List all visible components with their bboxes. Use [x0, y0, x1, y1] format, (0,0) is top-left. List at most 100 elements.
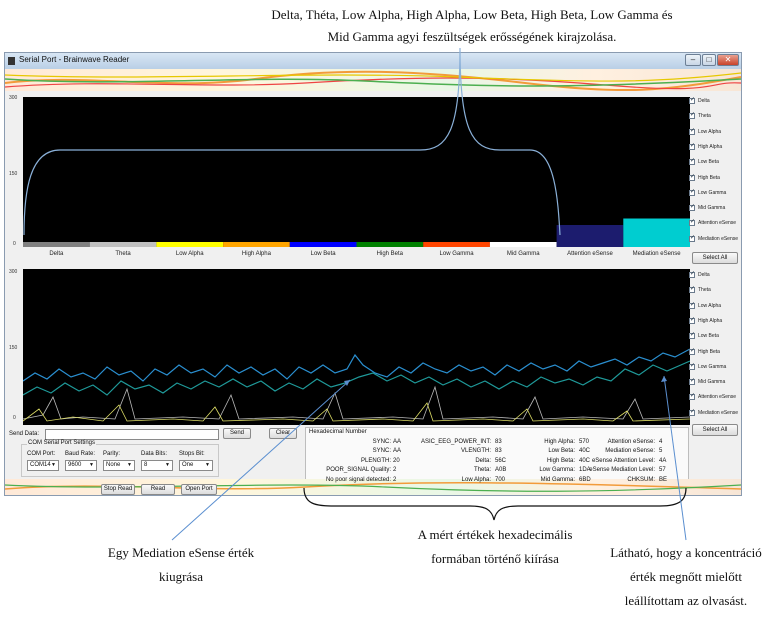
checkbox-icon[interactable]	[689, 392, 695, 401]
hex-value: 6BD	[579, 476, 591, 483]
bar-chart-panel	[23, 97, 690, 247]
select-all-top-button[interactable]: Select All	[692, 252, 738, 264]
checkbox-label: Low Alpha	[698, 302, 722, 309]
legend-bottom-low-gamma[interactable]: Low Gamma	[689, 361, 726, 373]
legend-top-mid-gamma[interactable]: Mid Gamma	[689, 202, 725, 214]
legend-top-low-gamma[interactable]: Low Gamma	[689, 187, 726, 199]
legend-bottom-mid-gamma[interactable]: Mid Gamma	[689, 376, 725, 388]
data-bits-select[interactable]: 8 ▼	[141, 460, 173, 471]
checkbox-label: Low Gamma	[698, 363, 727, 370]
checkbox-icon[interactable]	[689, 127, 695, 135]
hex-label: Delta:	[475, 457, 491, 464]
checkbox-icon[interactable]	[689, 408, 695, 416]
hex-label: SYNC:	[372, 448, 391, 455]
legend-top-high-alpha[interactable]: High Alpha	[689, 141, 722, 153]
checkbox-label: Mid Gamma	[698, 205, 726, 212]
hex-value: AA	[393, 439, 402, 445]
parity-select[interactable]: None ▼	[103, 460, 135, 471]
checkbox-label: High Beta	[698, 348, 720, 355]
legend-top: Delta Theta Low Alpha High Alpha Low Beta Hig…	[689, 95, 743, 263]
stop-bits-select[interactable]: One ▼	[179, 460, 213, 471]
bar-mediation-esense	[623, 218, 690, 247]
parity-value: None	[106, 462, 121, 468]
bar-label-mid-gamma: Mid Gamma	[506, 251, 540, 257]
legend-top-low-beta[interactable]: Low Beta	[689, 156, 719, 168]
select-all-bottom-button[interactable]: Select All	[692, 424, 738, 436]
maximize-button[interactable]: □	[702, 54, 716, 66]
baud-rate-value: 9600	[68, 462, 82, 468]
checkbox-label: Mediation eSense	[698, 235, 739, 242]
checkbox-icon[interactable]	[689, 111, 695, 120]
checkbox-icon[interactable]	[689, 347, 695, 355]
legend-top-low-alpha[interactable]: Low Alpha	[689, 126, 721, 138]
legend-bottom-attention-esense[interactable]: Attention eSense	[689, 391, 736, 403]
checkbox-icon[interactable]	[689, 377, 695, 386]
checkbox-icon[interactable]	[689, 301, 695, 309]
legend-top-high-beta[interactable]: High Beta	[689, 172, 720, 184]
send-data-input[interactable]	[45, 429, 219, 440]
data-bits-label: Data Bits:	[141, 451, 168, 457]
legend-bottom-theta[interactable]: Theta	[689, 284, 711, 296]
hex-value: 5	[659, 448, 663, 455]
send-button[interactable]: Send	[223, 428, 251, 439]
hex-value: 83	[495, 448, 502, 455]
bar-low-gamma	[423, 242, 490, 247]
app-window: Serial Port - Brainwave Reader – □ ✕ 300…	[4, 52, 742, 496]
hex-label: Mediation eSense:	[605, 448, 655, 455]
bar-low-beta	[289, 242, 357, 247]
bottom-ytick-150: 150	[9, 345, 18, 351]
com-port-label: COM Port:	[27, 451, 56, 457]
parity-label: Parity:	[103, 451, 121, 457]
checkbox-icon[interactable]	[689, 270, 695, 278]
read-button[interactable]: Read	[141, 484, 175, 495]
hex-label: SYNC:	[372, 439, 391, 445]
checkbox-icon[interactable]	[689, 285, 695, 294]
legend-bottom-high-alpha[interactable]: High Alpha	[689, 315, 722, 327]
hex-value: 1DA	[579, 467, 591, 474]
checkbox-label: High Alpha	[698, 143, 723, 150]
bar-label-low-beta: Low Beta	[310, 251, 336, 257]
checkbox-icon[interactable]	[689, 362, 695, 370]
annotation-bottom-mid-line2: formában történő kiírása	[431, 551, 559, 566]
bar-mid-gamma	[489, 242, 557, 247]
checkbox-icon[interactable]	[689, 234, 695, 242]
annotation-bottom-right-line1: Látható, hogy a koncentráció	[610, 545, 762, 560]
legend-top-theta[interactable]: Theta	[689, 110, 711, 122]
clear-button[interactable]: Clear	[269, 428, 297, 439]
bar-label-low-gamma: Low Gamma	[439, 251, 474, 257]
checkbox-icon[interactable]	[689, 203, 695, 212]
stop-read-button[interactable]: Stop Read	[101, 484, 135, 495]
checkbox-icon[interactable]	[689, 331, 695, 340]
hex-label: Mid Gamma:	[540, 476, 575, 483]
checkbox-icon[interactable]	[689, 157, 695, 166]
checkbox-icon[interactable]	[689, 96, 695, 104]
legend-bottom-delta[interactable]: Delta	[689, 269, 710, 281]
hex-label: Low Gamma:	[539, 467, 575, 474]
baud-rate-select[interactable]: 9600 ▼	[65, 460, 97, 471]
hex-label: eSense Mediation Level:	[589, 467, 655, 474]
com-port-select[interactable]: COM14 ▼	[27, 460, 59, 471]
checkbox-icon[interactable]	[689, 188, 695, 196]
hex-label: ASIC_EEG_POWER_INT:	[420, 439, 491, 445]
checkbox-icon[interactable]	[689, 316, 695, 324]
minimize-button[interactable]: –	[685, 54, 701, 66]
checkbox-label: Low Gamma	[698, 189, 727, 196]
bar-high-alpha	[223, 242, 290, 247]
checkbox-icon[interactable]	[689, 142, 695, 150]
legend-bottom-mediation-esense[interactable]: Mediation eSense	[689, 407, 738, 419]
legend-top-delta[interactable]: Delta	[689, 95, 710, 107]
legend-top-mediation-esense[interactable]: Mediation eSense	[689, 233, 738, 245]
checkbox-icon[interactable]	[689, 173, 695, 181]
hex-label: PLENGTH:	[360, 457, 391, 464]
legend-bottom-high-beta[interactable]: High Beta	[689, 346, 720, 358]
top-ytick-0: 0	[13, 241, 16, 247]
legend-bottom-low-beta[interactable]: Low Beta	[689, 330, 719, 342]
legend-top-attention-esense[interactable]: Attention eSense	[689, 217, 736, 229]
checkbox-icon[interactable]	[689, 218, 695, 227]
hex-value: 40C	[579, 457, 591, 464]
legend-bottom-low-alpha[interactable]: Low Alpha	[689, 300, 721, 312]
close-button[interactable]: ✕	[717, 54, 739, 66]
checkbox-label: Mid Gamma	[698, 379, 726, 386]
bar-label-high-beta: High Beta	[376, 251, 404, 257]
open-port-button[interactable]: Open Port	[181, 484, 217, 495]
